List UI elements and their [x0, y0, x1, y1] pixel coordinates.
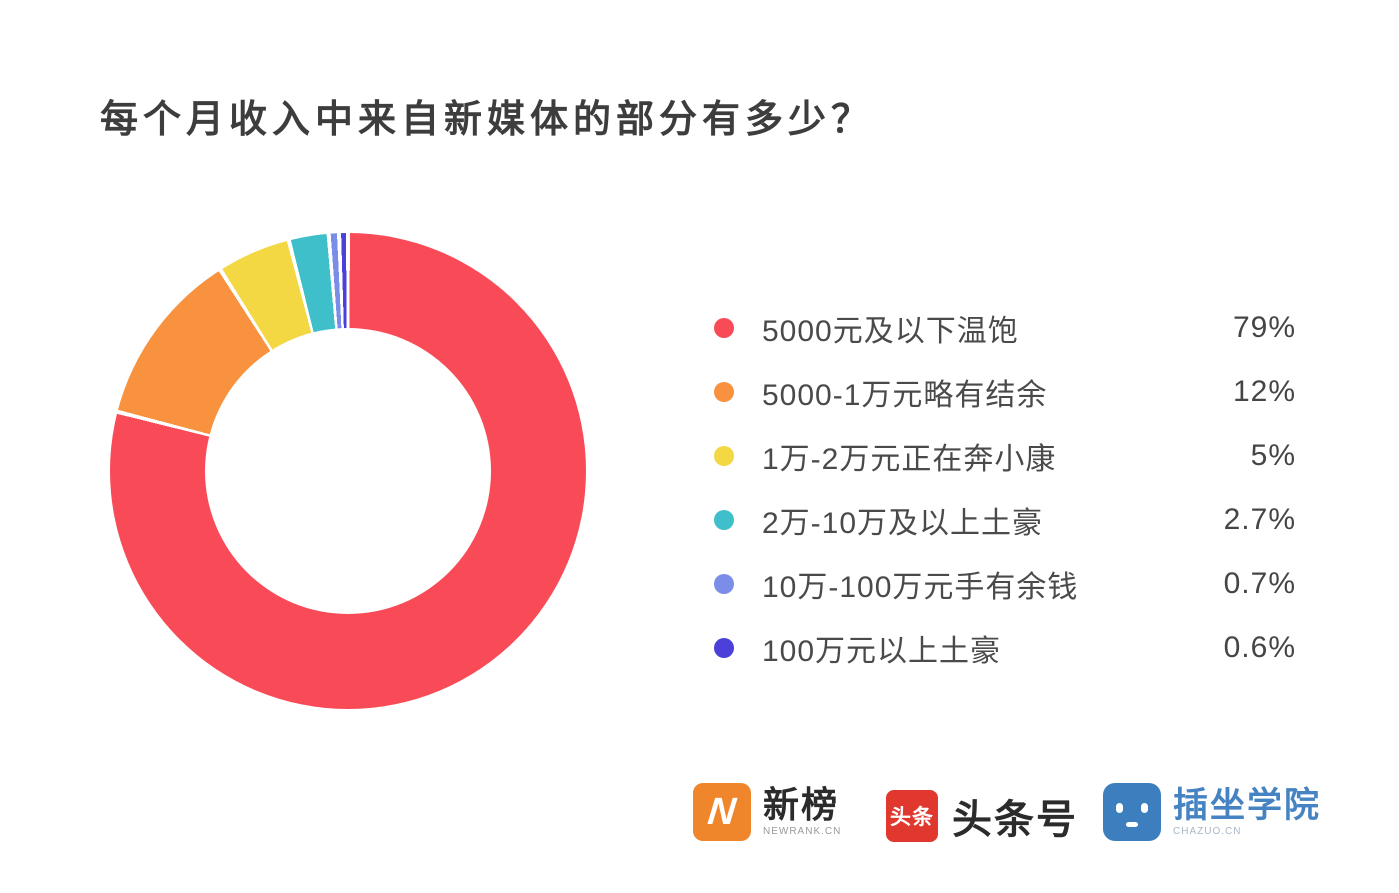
toutiao-logo: 头条 头条号: [886, 787, 1078, 845]
legend-label: 5000元及以下温饱: [762, 315, 1019, 348]
legend-row: 1万-2万元正在奔小康 5%: [700, 424, 1296, 488]
newrank-name: 新榜: [763, 784, 840, 825]
chazuo-robot-icon: [1103, 783, 1161, 841]
legend-value: 0.7%: [1223, 567, 1296, 600]
chazuo-logo: 插坐学院 CHAZUO.CN: [1103, 783, 1321, 841]
legend-value: 2.7%: [1223, 503, 1296, 536]
toutiao-name: 头条号: [952, 798, 1078, 842]
legend-value: 0.6%: [1223, 631, 1296, 664]
legend-dot-icon: [714, 382, 734, 402]
legend-value: 12%: [1232, 375, 1296, 408]
chart-title: 每个月收入中来自新媒体的部分有多少？: [100, 99, 875, 141]
donut-hole: [205, 328, 491, 614]
legend-dot-icon: [714, 318, 734, 338]
chazuo-subtext: CHAZUO.CN: [1173, 825, 1242, 837]
legend-row: 10万-100万元手有余钱 0.7%: [700, 552, 1296, 616]
legend-dot-icon: [714, 574, 734, 594]
legend-row: 2万-10万及以上土豪 2.7%: [700, 488, 1296, 552]
legend-value: 5%: [1250, 439, 1296, 472]
chazuo-name: 插坐学院: [1173, 785, 1322, 825]
legend-label: 100万元以上土豪: [762, 635, 1002, 668]
legend-row: 100万元以上土豪 0.6%: [700, 616, 1296, 680]
legend-label: 5000-1万元略有结余: [762, 379, 1048, 412]
legend-label: 10万-100万元手有余钱: [762, 571, 1079, 604]
chart-legend: 5000元及以下温饱 79% 5000-1万元略有结余 12% 1万-2万元正在…: [700, 296, 1296, 680]
legend-dot-icon: [714, 638, 734, 658]
donut-chart: [110, 233, 586, 709]
newrank-logo: N 新榜 NEWRANK.CN: [693, 783, 841, 841]
newrank-subtext: NEWRANK.CN: [763, 826, 842, 837]
legend-dot-icon: [714, 510, 734, 530]
legend-value: 79%: [1232, 311, 1296, 344]
legend-row: 5000-1万元略有结余 12%: [700, 360, 1296, 424]
legend-row: 5000元及以下温饱 79%: [700, 296, 1296, 360]
legend-dot-icon: [714, 446, 734, 466]
legend-label: 2万-10万及以上土豪: [762, 507, 1044, 540]
legend-label: 1万-2万元正在奔小康: [762, 443, 1057, 476]
toutiao-icon: 头条: [886, 790, 938, 842]
newrank-icon: N: [693, 783, 751, 841]
